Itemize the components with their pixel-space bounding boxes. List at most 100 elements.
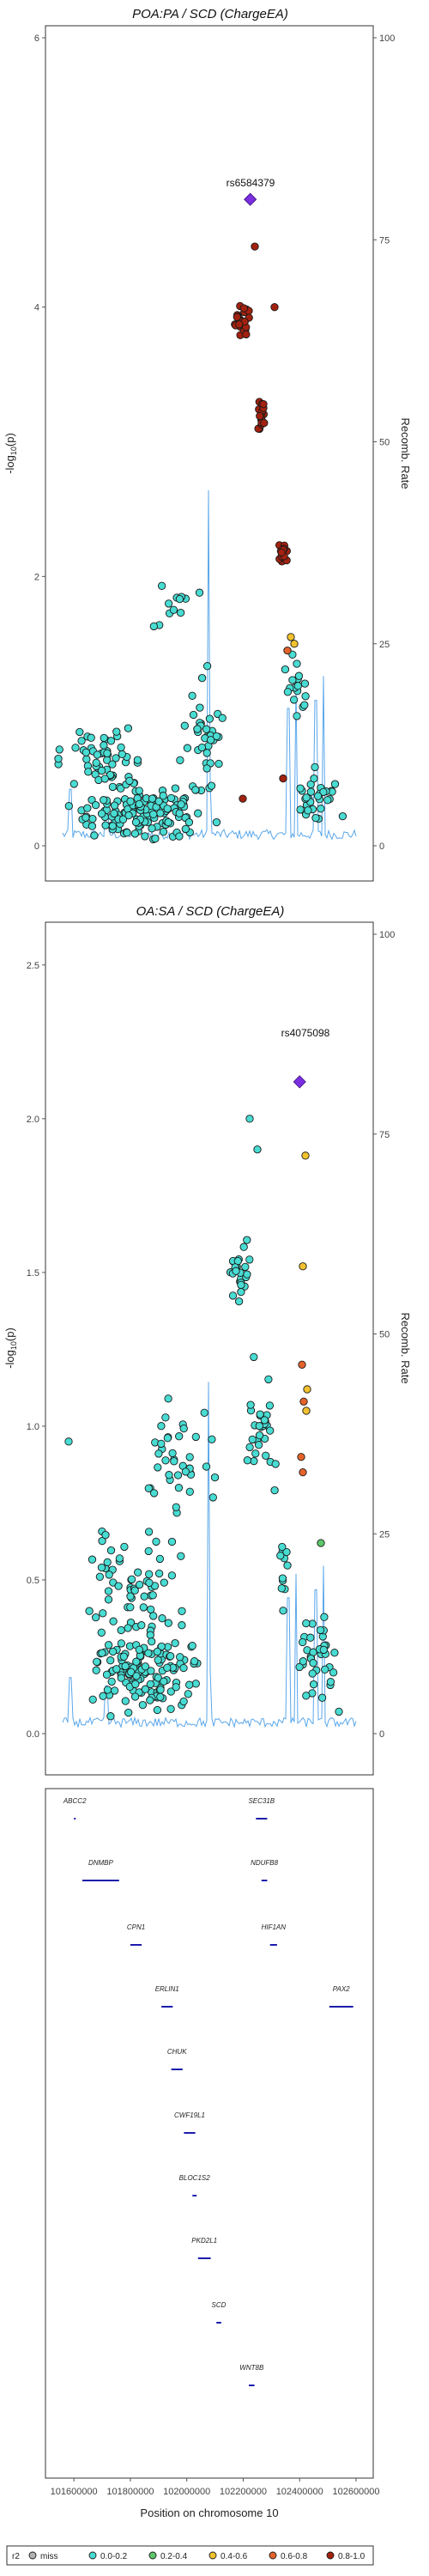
snp-point bbox=[161, 1456, 170, 1465]
snp-point bbox=[326, 1678, 335, 1686]
snp-point bbox=[170, 1457, 178, 1466]
snp-point bbox=[88, 1695, 97, 1704]
snp-point bbox=[243, 1456, 252, 1465]
snp-point bbox=[108, 782, 118, 792]
snp-point bbox=[144, 1528, 154, 1536]
snp-point bbox=[302, 1406, 311, 1415]
snp-point bbox=[293, 712, 301, 720]
snp-point bbox=[335, 1707, 343, 1716]
snp-point bbox=[144, 1649, 153, 1657]
y-tick-label: 4 bbox=[34, 303, 39, 313]
y-tick-label: 0.5 bbox=[27, 1576, 39, 1586]
snp-point bbox=[141, 1662, 150, 1671]
snp-point bbox=[148, 1637, 156, 1646]
snp-point bbox=[190, 1657, 199, 1666]
snp-point bbox=[298, 1360, 306, 1369]
snp-point bbox=[103, 1686, 112, 1694]
snp-point bbox=[202, 749, 211, 757]
snp-point bbox=[117, 1625, 125, 1635]
snp-point bbox=[299, 1637, 307, 1647]
snp-point bbox=[105, 1571, 113, 1579]
snp-point bbox=[278, 1542, 287, 1552]
snp-point bbox=[251, 1449, 260, 1458]
snp-point bbox=[93, 750, 102, 759]
snp-point bbox=[100, 741, 108, 750]
snp-point bbox=[237, 1287, 245, 1297]
y2-tick-label: 100 bbox=[379, 930, 395, 940]
snp-point bbox=[145, 1578, 154, 1587]
snp-point bbox=[299, 1397, 308, 1406]
snp-point bbox=[309, 1680, 318, 1689]
snp-point bbox=[283, 646, 292, 655]
snp-point bbox=[118, 750, 126, 758]
panel-oa-sa: OA:SA / SCD (ChargeEA) 0.0 0.5 1.0 1.5 2.0 2.… bbox=[3, 904, 412, 1776]
snp-point bbox=[157, 581, 166, 590]
snp-point bbox=[88, 822, 97, 830]
snp-point bbox=[299, 1262, 307, 1271]
snp-point bbox=[126, 1592, 135, 1601]
gene-label: SEC31B bbox=[248, 1797, 275, 1805]
snp-point bbox=[147, 1667, 155, 1675]
panel2-y2-ticks: 0 25 50 75 100 bbox=[373, 930, 395, 1740]
legend-label: 0.0-0.2 bbox=[100, 2552, 128, 2561]
snp-point bbox=[71, 744, 80, 752]
snp-point bbox=[109, 1617, 118, 1625]
snp-point bbox=[195, 588, 204, 597]
y2-tick-label: 100 bbox=[379, 33, 395, 44]
gene-label: ABCC2 bbox=[63, 1797, 87, 1805]
snp-point bbox=[243, 1236, 251, 1244]
snp-point bbox=[112, 754, 120, 762]
x-tick-label: 101800000 bbox=[106, 2487, 154, 2497]
snp-point bbox=[178, 1621, 186, 1630]
snp-point bbox=[317, 1693, 327, 1702]
snp-point bbox=[260, 418, 269, 428]
gene-label: ERLIN1 bbox=[155, 1985, 179, 1993]
snp-point bbox=[159, 792, 167, 800]
snp-point bbox=[118, 815, 128, 823]
panel1-y2-axis-label: Recomb. Rate bbox=[399, 417, 412, 489]
snp-point bbox=[251, 242, 259, 251]
y2-tick-label: 75 bbox=[379, 1130, 390, 1140]
snp-point bbox=[140, 1592, 148, 1601]
snp-point bbox=[158, 1614, 166, 1623]
panel1-y2-ticks: 0 25 50 75 100 bbox=[373, 33, 395, 852]
gene-label: BLOC1S2 bbox=[179, 2174, 211, 2182]
snp-point bbox=[289, 696, 299, 704]
snp-point bbox=[202, 725, 211, 733]
snp-point bbox=[153, 1647, 161, 1656]
snp-point bbox=[295, 1662, 304, 1672]
snp-point bbox=[245, 1115, 254, 1123]
panel1-lead-snp-label: rs6584379 bbox=[227, 177, 275, 189]
snp-point bbox=[178, 1607, 186, 1615]
snp-point bbox=[176, 756, 184, 764]
snp-point bbox=[82, 813, 90, 822]
snp-point bbox=[130, 829, 140, 838]
legend-swatch bbox=[269, 2551, 277, 2560]
y2-tick-label: 0 bbox=[379, 1729, 384, 1740]
snp-point bbox=[193, 725, 202, 733]
panel1-recomb-rate-line bbox=[62, 489, 357, 841]
snp-point bbox=[166, 1652, 175, 1661]
gene-label: NDUFB8 bbox=[251, 1859, 279, 1867]
gene-track-x-ticks: 101600000 101800000 102000000 102200000 1024… bbox=[51, 2478, 380, 2497]
snp-point bbox=[76, 727, 84, 737]
snp-point bbox=[167, 1537, 177, 1546]
snp-point bbox=[159, 828, 168, 836]
snp-point bbox=[91, 800, 100, 810]
snp-point bbox=[88, 814, 97, 823]
snp-point bbox=[183, 744, 192, 752]
snp-point bbox=[92, 1666, 100, 1674]
snp-point bbox=[127, 1668, 136, 1676]
snp-point bbox=[115, 1554, 124, 1563]
snp-point bbox=[135, 799, 143, 809]
snp-point bbox=[188, 691, 196, 700]
snp-point bbox=[124, 811, 133, 820]
snp-point bbox=[117, 1674, 125, 1682]
snp-point bbox=[98, 1536, 106, 1546]
snp-point bbox=[124, 1624, 132, 1632]
lead-snp-marker bbox=[293, 1075, 306, 1089]
snp-point bbox=[130, 1692, 140, 1701]
snp-point bbox=[146, 1680, 154, 1689]
snp-point bbox=[131, 817, 141, 827]
snp-point bbox=[119, 1652, 129, 1661]
